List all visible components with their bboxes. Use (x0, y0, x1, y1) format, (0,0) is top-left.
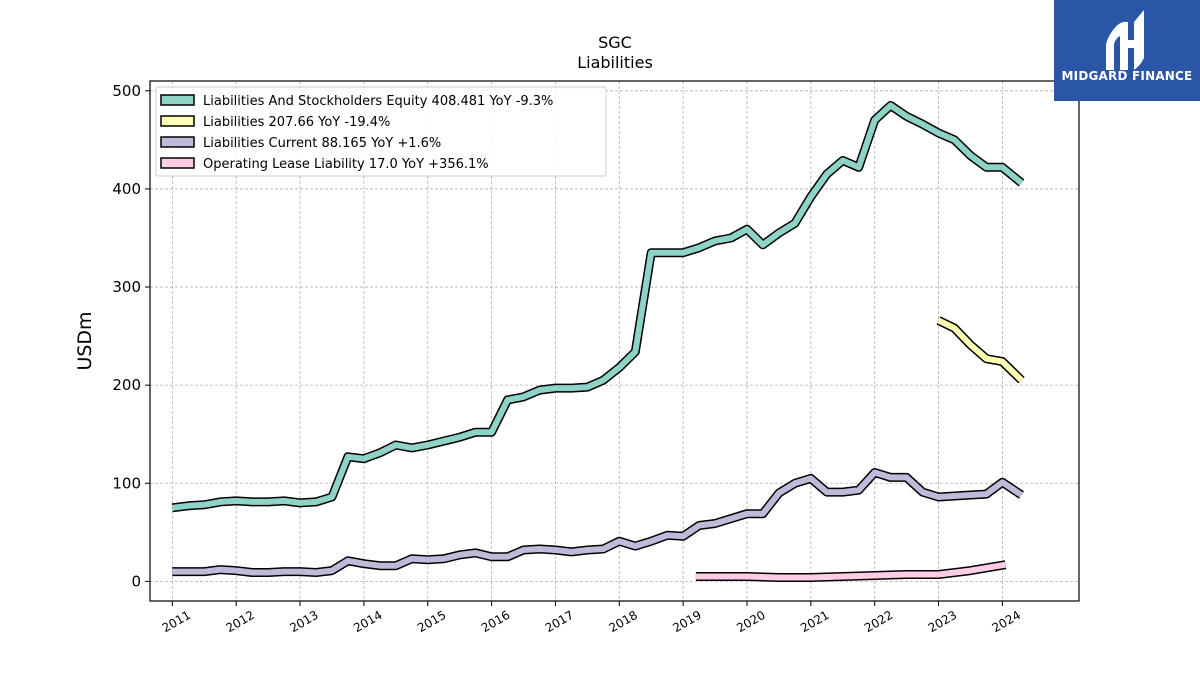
chart-title: SGC (598, 33, 632, 52)
series-2 (172, 468, 1024, 577)
chart-subtitle: Liabilities (577, 53, 653, 72)
y-tick-label: 300 (112, 278, 141, 296)
x-tick-label: 2024 (990, 608, 1023, 635)
x-tick-label: 2018 (607, 608, 640, 635)
x-axis-ticks: 2011 2012 2013 2014 2015 2016 2017 2018 2019 2020… (160, 601, 1023, 635)
x-tick-label: 2020 (734, 608, 767, 635)
legend-label: Operating Lease Liability 17.0 YoY +356.… (203, 157, 489, 172)
plot-frame (149, 80, 1080, 602)
x-tick-label: 2011 (160, 608, 193, 635)
series-lines (171, 101, 1025, 582)
x-tick-label: 2015 (415, 608, 448, 635)
x-tick-label: 2022 (862, 608, 895, 635)
y-tick-label: 200 (112, 376, 141, 394)
y-axis-ticks: 0 100 200 300 400 500 (112, 82, 150, 590)
legend-label: Liabilities And Stockholders Equity 408.… (203, 94, 553, 109)
logo-mark-icon (1106, 10, 1144, 70)
series-line (695, 561, 1007, 581)
series-0 (171, 101, 1025, 513)
logo-text: MIDGARD FINANCE (1061, 69, 1193, 83)
x-tick-label: 2019 (670, 608, 703, 635)
y-axis-label: USDm (74, 311, 96, 370)
x-tick-label: 2021 (798, 608, 831, 635)
legend: Liabilities And Stockholders Equity 408.… (155, 86, 607, 177)
y-tick-label: 400 (112, 180, 141, 198)
series-line (172, 469, 1024, 576)
series-1 (936, 316, 1025, 384)
legend-label: Liabilities Current 88.165 YoY +1.6% (203, 136, 441, 151)
series-line (171, 102, 1024, 511)
x-tick-label: 2012 (223, 608, 256, 635)
x-tick-label: 2016 (479, 608, 512, 635)
x-tick-label: 2013 (287, 608, 320, 635)
x-tick-label: 2023 (926, 608, 959, 635)
x-tick-label: 2017 (543, 608, 576, 635)
legend-box (155, 86, 607, 177)
x-tick-label: 2014 (351, 608, 384, 635)
legend-swatch (160, 136, 195, 148)
legend-swatch (160, 115, 195, 127)
legend-swatch (160, 157, 195, 169)
series-line (937, 317, 1024, 383)
midgard-finance-logo: MIDGARD FINANCE (1054, 0, 1200, 101)
y-tick-label: 100 (112, 474, 141, 492)
y-tick-label: 0 (131, 572, 141, 590)
legend-label: Liabilities 207.66 YoY -19.4% (203, 115, 390, 130)
legend-swatch (160, 94, 195, 106)
y-tick-label: 500 (112, 82, 141, 100)
series-3 (695, 560, 1007, 582)
